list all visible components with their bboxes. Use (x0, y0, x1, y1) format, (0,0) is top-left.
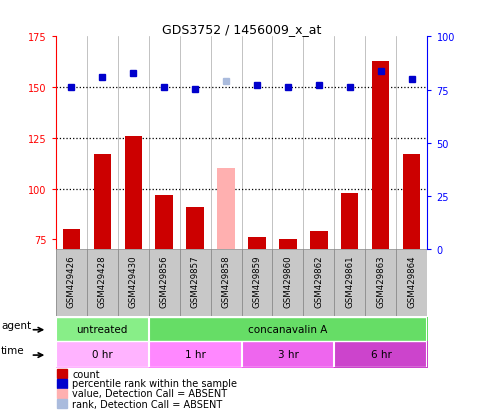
Text: GSM429859: GSM429859 (253, 255, 261, 308)
Bar (248, 238, 266, 250)
Bar (280, 240, 297, 250)
Text: rank, Detection Call = ABSENT: rank, Detection Call = ABSENT (72, 399, 223, 409)
Text: count: count (72, 369, 100, 379)
Text: GSM429860: GSM429860 (284, 255, 293, 308)
Text: concanavalin A: concanavalin A (248, 324, 327, 334)
Text: agent: agent (1, 320, 31, 330)
Bar (311, 232, 327, 250)
Bar (94, 154, 111, 250)
Bar (211, 250, 242, 316)
Text: 0 hr: 0 hr (92, 349, 113, 359)
Text: GSM429430: GSM429430 (128, 255, 138, 308)
Text: GSM429858: GSM429858 (222, 255, 230, 308)
Bar (372, 62, 389, 250)
Bar (57, 369, 67, 378)
Text: time: time (1, 345, 25, 355)
Bar (57, 379, 67, 388)
Bar (186, 207, 203, 250)
Bar (217, 169, 235, 250)
Bar (180, 250, 211, 316)
Text: value, Detection Call = ABSENT: value, Detection Call = ABSENT (72, 388, 227, 398)
Text: untreated: untreated (76, 324, 128, 334)
Bar (117, 250, 149, 316)
Text: GSM429856: GSM429856 (159, 255, 169, 308)
Bar (272, 250, 303, 316)
Text: GSM429426: GSM429426 (67, 255, 75, 308)
Bar (156, 195, 172, 250)
Bar (125, 136, 142, 250)
Bar (334, 250, 366, 316)
Text: GSM429861: GSM429861 (345, 255, 355, 308)
Text: 1 hr: 1 hr (185, 349, 205, 359)
Bar (56, 250, 86, 316)
Bar (242, 250, 272, 316)
Text: GSM429428: GSM429428 (98, 255, 107, 308)
Bar (149, 250, 180, 316)
Text: 3 hr: 3 hr (278, 349, 298, 359)
Title: GDS3752 / 1456009_x_at: GDS3752 / 1456009_x_at (162, 23, 321, 36)
Text: 6 hr: 6 hr (370, 349, 391, 359)
Bar (62, 230, 80, 250)
Bar (397, 250, 427, 316)
Bar (341, 193, 358, 250)
Bar (86, 250, 117, 316)
Text: GSM429864: GSM429864 (408, 255, 416, 308)
Text: GSM429863: GSM429863 (376, 255, 385, 308)
Text: GSM429862: GSM429862 (314, 255, 324, 308)
Bar (403, 154, 421, 250)
Bar (303, 250, 334, 316)
Bar (57, 389, 67, 398)
Text: percentile rank within the sample: percentile rank within the sample (72, 378, 238, 388)
Bar (366, 250, 397, 316)
Text: GSM429857: GSM429857 (190, 255, 199, 308)
Bar (57, 399, 67, 408)
